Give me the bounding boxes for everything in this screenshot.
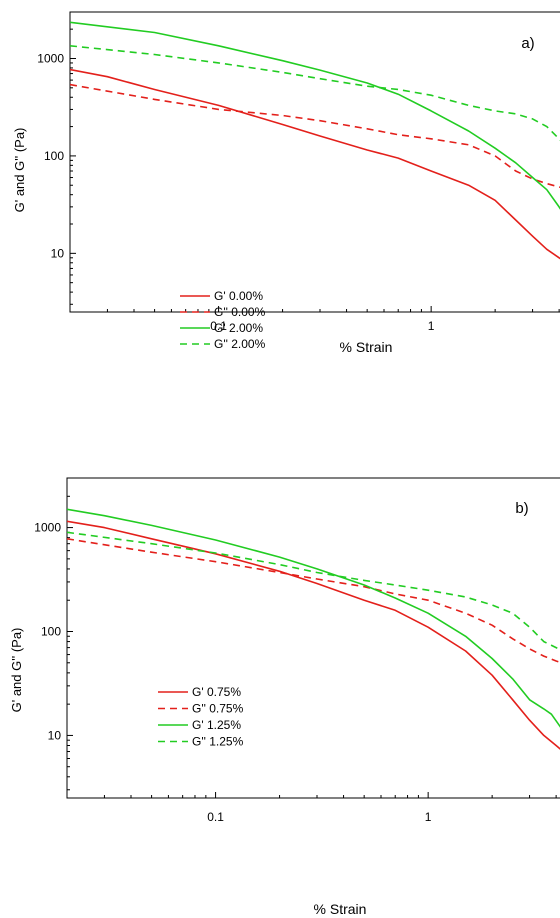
x-tick-label: 1 (428, 319, 435, 333)
chart-panel-a: 0.1 1 10 100 1000 a) % Strain G' and G'' (Pa… (12, 11, 560, 355)
legend-label: G' 1.25% (192, 718, 241, 732)
chart-panel-b: 0.1 1 10 100 1000 b) % Strain G' and G'' (Pa… (9, 477, 560, 917)
series-lines (70, 21, 560, 260)
legend-label: G'' 0.75% (192, 702, 244, 716)
major-ticks (67, 527, 429, 798)
minor-ticks (70, 28, 560, 312)
legend-label: G'' 1.25% (192, 735, 244, 749)
y-tick-label: 100 (44, 149, 64, 163)
series-line (70, 21, 560, 210)
tick-labels: 0.1 1 10 100 1000 (34, 521, 432, 824)
y-tick-label: 1000 (34, 521, 61, 535)
y-tick-label: 1000 (37, 51, 64, 65)
legend-label: G'' 0.00% (214, 305, 266, 319)
legend-label: G'' 2.00% (214, 337, 266, 351)
y-tick-label: 100 (41, 625, 61, 639)
series-line (70, 68, 560, 260)
y-axis-label: G' and G'' (Pa) (12, 128, 27, 213)
legend-label: G' 2.00% (214, 321, 263, 335)
series-line (70, 45, 560, 142)
x-tick-label: 0.1 (210, 319, 227, 333)
legend: G' 0.75% G'' 0.75% G' 1.25% G'' 1.25% (158, 685, 244, 749)
series-line (67, 531, 560, 652)
series-line (70, 83, 560, 189)
panel-label: b) (515, 500, 528, 517)
series-lines (67, 508, 560, 750)
legend-label: G' 0.75% (192, 685, 241, 699)
x-tick-label: 0.1 (207, 810, 224, 824)
legend: G' 0.00% G'' 0.00% G' 2.00% G'' 2.00% (180, 289, 266, 351)
plot-frame (66, 477, 560, 799)
x-axis-label: % Strain (314, 901, 367, 917)
legend-label: G' 0.00% (214, 289, 263, 303)
x-axis-label: % Strain (340, 339, 393, 355)
y-tick-label: 10 (48, 728, 62, 742)
y-axis-label: G' and G'' (Pa) (9, 628, 24, 713)
minor-ticks (67, 495, 557, 798)
x-tick-label: 1 (425, 810, 432, 824)
plot-frame (69, 11, 560, 313)
tick-labels: 0.1 1 10 100 1000 (37, 51, 435, 333)
series-line (67, 508, 560, 728)
major-ticks (70, 57, 432, 312)
y-tick-label: 10 (51, 246, 65, 260)
series-line (67, 520, 560, 750)
series-line (67, 538, 560, 664)
panel-label: a) (521, 35, 534, 52)
